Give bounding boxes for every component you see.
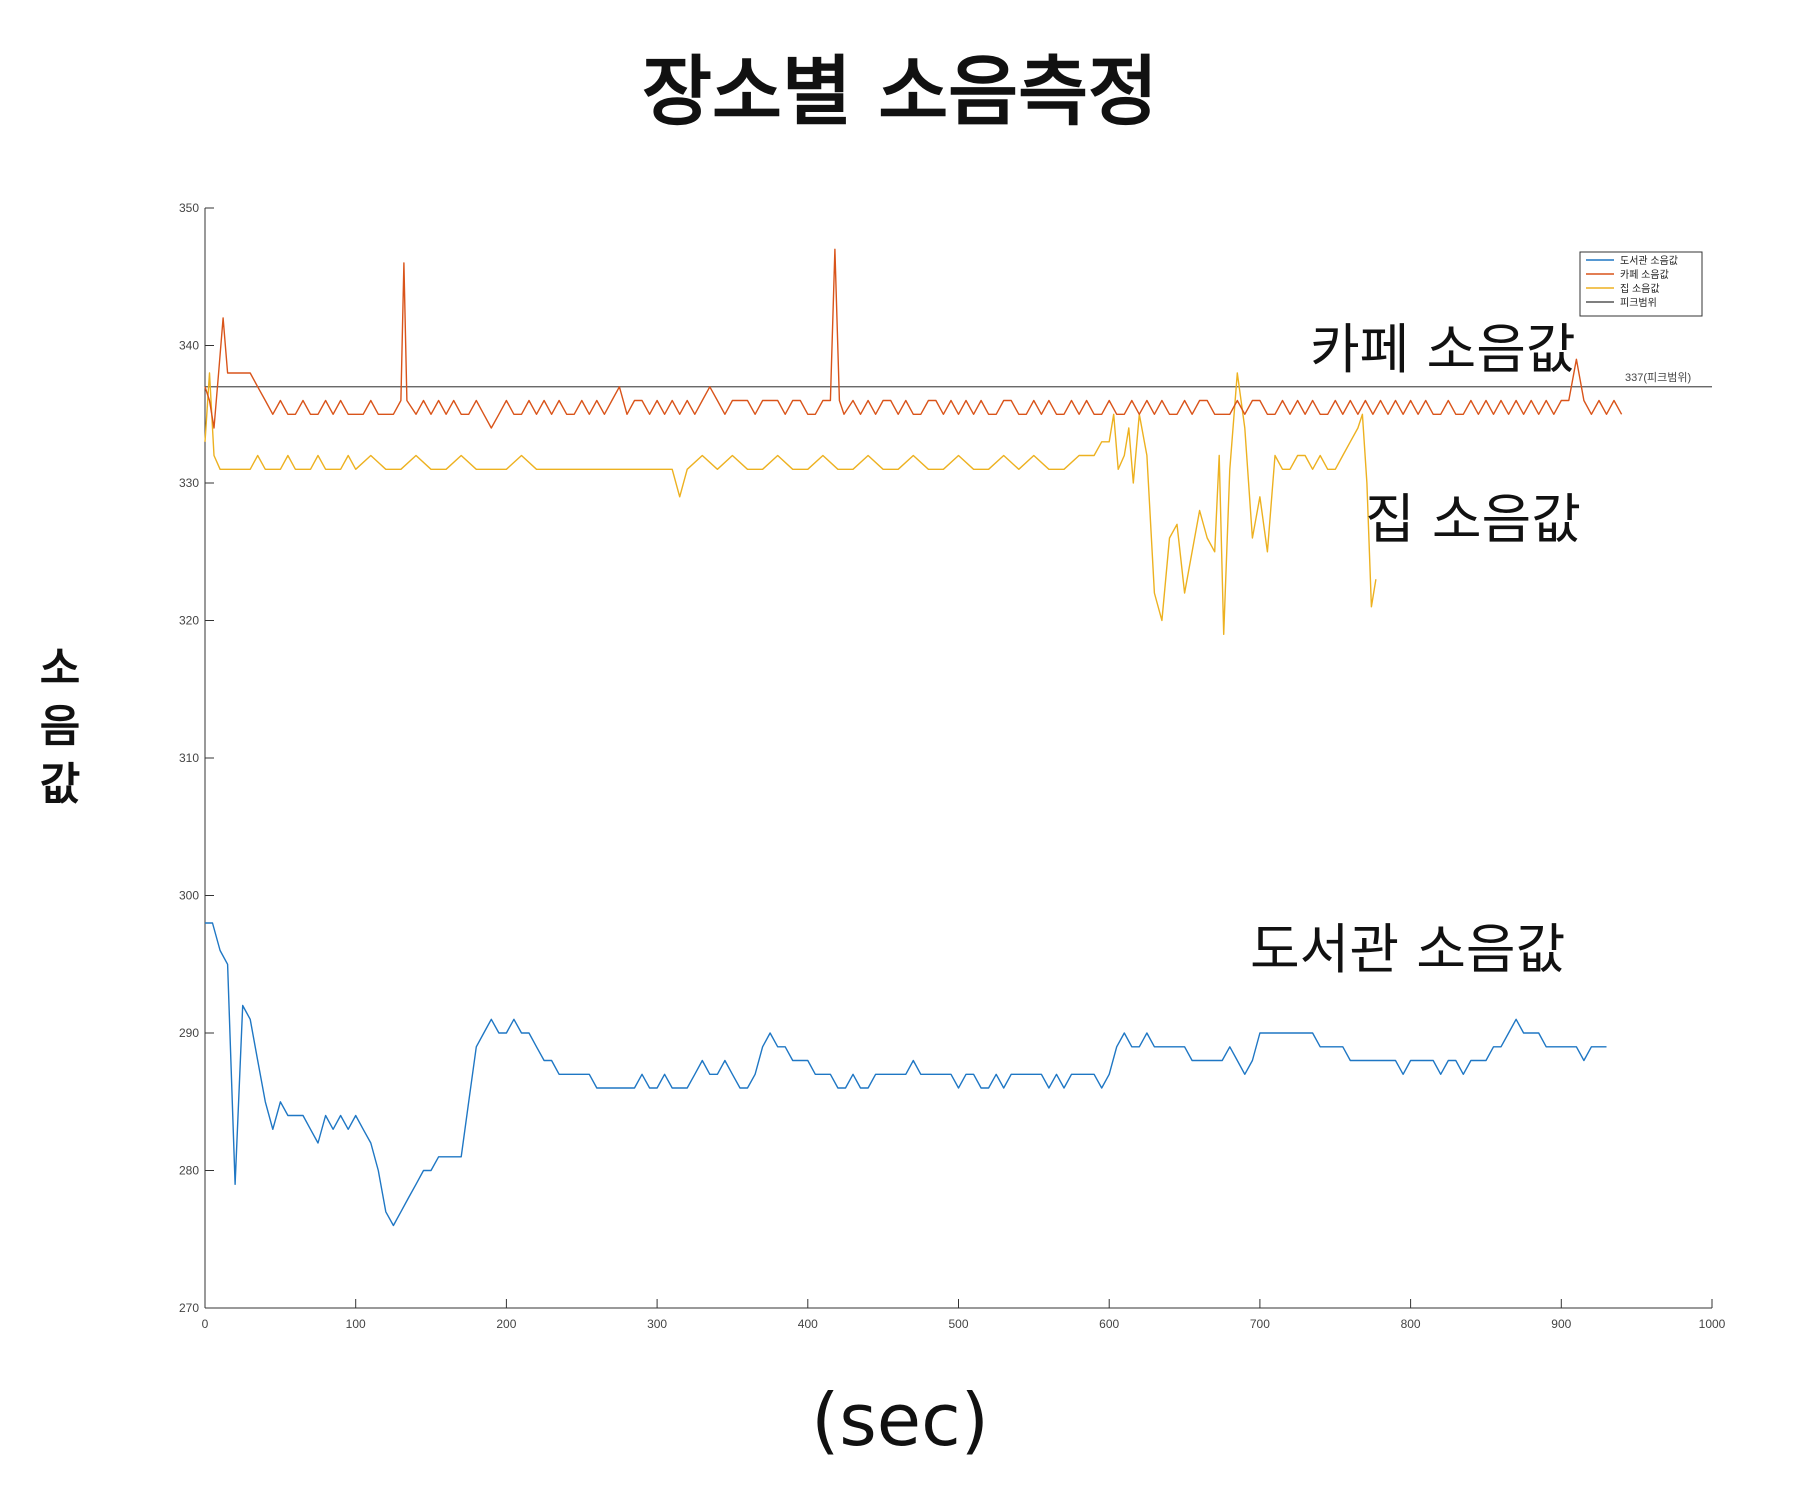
x-tick-label: 700: [1250, 1317, 1270, 1331]
annotation-library: 도서관 소음값: [1250, 918, 1566, 981]
x-tick-label: 0: [202, 1317, 209, 1331]
y-tick-label: 280: [179, 1164, 199, 1178]
chart-title: 장소별 소음측정: [642, 47, 1158, 136]
x-tick-label: 500: [948, 1317, 968, 1331]
series-line-2: [204, 372, 1377, 635]
y-tick-label: 310: [179, 751, 199, 765]
legend-box: [1579, 251, 1703, 317]
annotation-cafe: 카페 소음값: [1310, 318, 1576, 381]
y-tick-label: 320: [179, 614, 199, 628]
x-tick-label: 300: [647, 1317, 667, 1331]
legend-label: 도서관 소음값: [1620, 255, 1678, 267]
legend-label: 카페 소음값: [1620, 269, 1669, 281]
y-tick-label: 270: [179, 1301, 199, 1315]
x-tick-label: 400: [798, 1317, 818, 1331]
reference-line-label: 337(피크범위): [1625, 371, 1691, 384]
legend-label: 피크범위: [1620, 296, 1657, 309]
annotation-home: 집 소음값: [1365, 488, 1581, 551]
y-tick-label: 300: [179, 889, 199, 903]
x-tick-label: 100: [346, 1317, 366, 1331]
x-tick-label: 900: [1551, 1317, 1571, 1331]
y-tick-label: 350: [179, 201, 199, 215]
x-tick-label: 200: [496, 1317, 516, 1331]
x-tick-label: 1000: [1699, 1317, 1726, 1331]
series-line-1: [204, 248, 1623, 429]
x-tick-label: 600: [1099, 1317, 1119, 1331]
legend-label: 집 소음값: [1620, 283, 1660, 295]
x-axis-label: (sec): [811, 1378, 989, 1462]
y-tick-label: 330: [179, 476, 199, 490]
y-tick-label: 340: [179, 339, 199, 353]
x-tick-label: 800: [1401, 1317, 1421, 1331]
series-line-0: [205, 922, 1607, 1227]
y-tick-label: 290: [179, 1026, 199, 1040]
